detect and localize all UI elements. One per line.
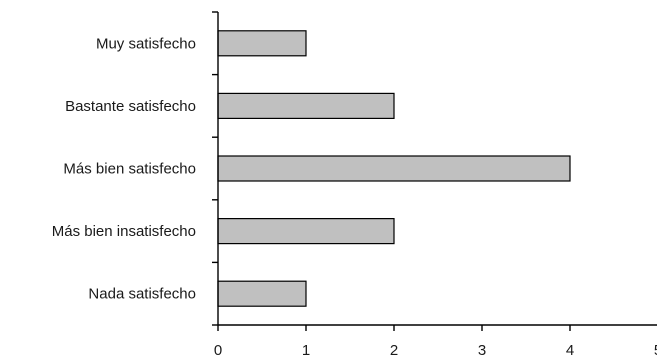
bar-5	[217, 280, 307, 307]
category-label: Muy satisfecho	[96, 35, 196, 52]
bars-group	[217, 30, 571, 307]
x-axis	[217, 324, 657, 331]
x-tick-label: 3	[478, 342, 486, 359]
category-label: Nada satisfecho	[88, 286, 196, 303]
x-tick-label: 2	[390, 342, 398, 359]
bar-1	[217, 30, 307, 57]
bar-2	[217, 92, 395, 120]
category-label: Más bien insatisfecho	[52, 223, 196, 240]
bar-4	[217, 218, 395, 245]
category-label: Más bien satisfecho	[63, 161, 196, 178]
category-label: Bastante satisfecho	[65, 98, 196, 115]
x-tick-label: 4	[566, 342, 574, 359]
x-tick-label: 0	[214, 342, 222, 359]
x-tick-labels: 0 1 2 3 4 5	[214, 342, 657, 359]
category-labels: Muy satisfecho Bastante satisfecho Más bie…	[52, 35, 196, 302]
bar-3	[217, 155, 571, 182]
y-axis	[212, 11, 219, 326]
x-tick-label: 1	[302, 342, 310, 359]
x-tick-label: 5	[654, 342, 657, 359]
